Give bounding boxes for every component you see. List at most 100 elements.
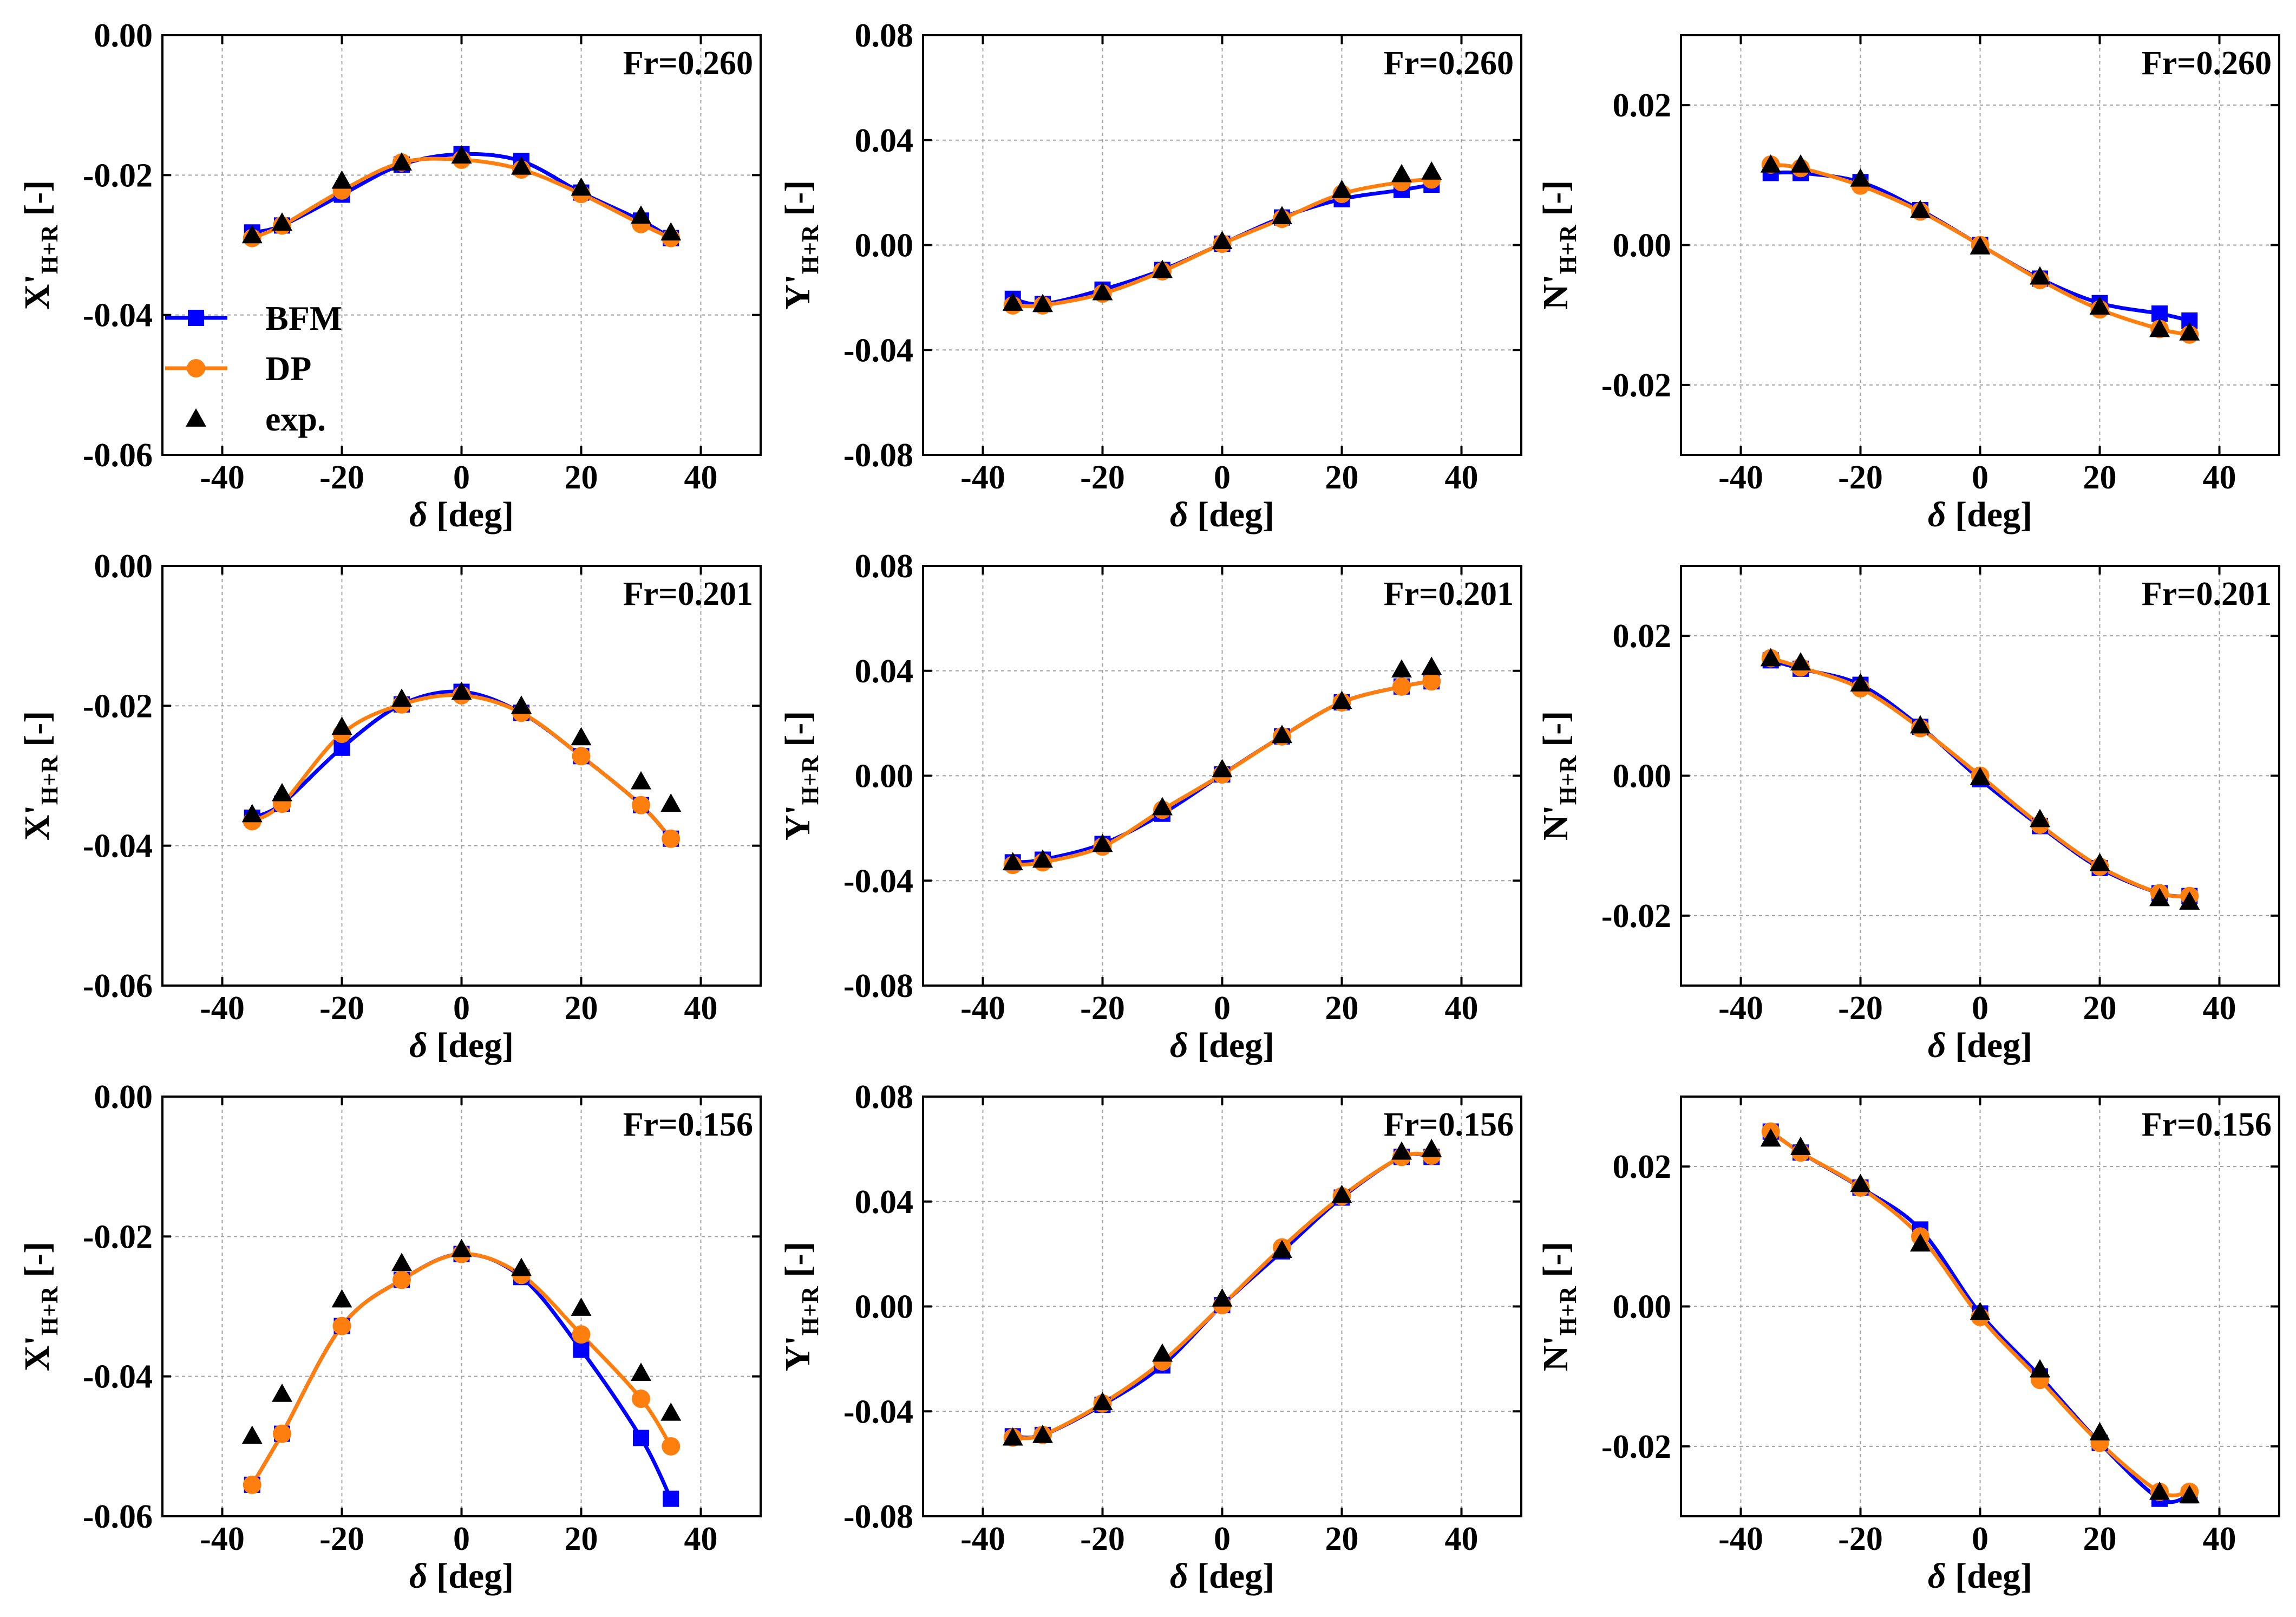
x-tick-label: 40 — [684, 990, 718, 1027]
point-exp — [1002, 292, 1023, 311]
x-tick-label: -40 — [960, 1521, 1005, 1557]
x-tick-label: 20 — [1325, 990, 1359, 1027]
point-exp — [391, 688, 412, 707]
y-axis-unit: [-] — [17, 180, 57, 225]
x-tick-label: 0 — [1214, 1521, 1231, 1557]
point-dp — [662, 1437, 681, 1456]
y-tick-label: 0.00 — [1613, 1289, 1672, 1326]
point-exp — [2089, 296, 2110, 315]
x-tick-label: 40 — [2203, 1521, 2236, 1557]
x-axis-unit: [deg] — [428, 1026, 514, 1065]
point-exp — [1032, 1424, 1053, 1443]
x-axis-symbol: δ — [1170, 1556, 1188, 1596]
y-tick-label: -0.02 — [1601, 1429, 1671, 1465]
point-exp — [1152, 797, 1173, 816]
legend-marker-triangle — [186, 408, 206, 427]
y-tick-label: 0.08 — [855, 1079, 914, 1116]
series-markers-exp — [241, 681, 682, 823]
x-axis-unit: [deg] — [1188, 1026, 1274, 1065]
legend-item-exp: exp. — [186, 400, 326, 438]
x-axis-symbol: δ — [1928, 495, 1946, 534]
x-axis-unit: [deg] — [1946, 495, 2032, 534]
point-exp — [331, 170, 352, 189]
point-exp — [2179, 891, 2200, 910]
y-tick-label: -0.04 — [843, 863, 913, 899]
y-axis-label: Y'H+R [-] — [778, 180, 823, 310]
point-dp — [243, 1475, 261, 1494]
x-axis-unit: [deg] — [1188, 1556, 1274, 1596]
point-exp — [272, 212, 292, 231]
point-exp — [272, 783, 292, 801]
series-markers-exp — [241, 1238, 682, 1444]
x-tick-label: -40 — [200, 1521, 245, 1557]
point-exp — [1910, 715, 1931, 734]
point-exp — [1790, 652, 1811, 671]
legend-label: exp. — [265, 400, 326, 438]
point-exp — [331, 1289, 352, 1308]
point-exp — [631, 1362, 651, 1381]
fr-label: Fr=0.201 — [623, 576, 753, 612]
point-bfm — [663, 1490, 679, 1507]
x-tick-label: -40 — [960, 990, 1005, 1027]
y-tick-label: -0.04 — [843, 332, 913, 369]
x-tick-label: -20 — [1080, 1521, 1125, 1557]
y-tick-label: 0.00 — [1613, 227, 1672, 264]
legend-item-dp: DP — [165, 349, 311, 388]
point-dp — [1392, 677, 1411, 696]
y-tick-label: 0.04 — [855, 1184, 914, 1221]
y-axis-unit: [-] — [1536, 180, 1575, 225]
y-axis-base: X' — [17, 805, 57, 840]
point-exp — [660, 793, 682, 812]
x-axis-unit: [deg] — [1946, 1556, 2032, 1596]
x-tick-label: 40 — [1445, 990, 1479, 1027]
series-markers-exp — [1760, 1128, 2200, 1504]
point-exp — [1002, 1427, 1023, 1446]
y-tick-label: 0.00 — [855, 758, 914, 795]
point-exp — [571, 727, 592, 746]
y-axis-base: X' — [17, 1335, 57, 1371]
x-axis-symbol: δ — [409, 495, 428, 534]
y-axis-subscript: H+R — [1555, 755, 1581, 805]
y-tick-label: 0.00 — [94, 17, 153, 54]
y-axis-label: X'H+R [-] — [17, 711, 63, 841]
x-axis-symbol: δ — [1928, 1556, 1946, 1596]
y-tick-label: -0.08 — [843, 437, 913, 474]
y-axis-subscript: H+R — [1555, 224, 1581, 274]
x-tick-label: -40 — [1718, 1521, 1763, 1557]
y-axis-base: N' — [1536, 805, 1575, 840]
chart-panel-y-fr0201: -40 -20 0 20 40 -0.08 -0.04 0.00 0.04 0.08 Fr=0.20… — [778, 548, 1522, 1065]
x-tick-label: 20 — [1325, 1521, 1359, 1557]
x-axis-label: δ [deg] — [1928, 495, 2032, 534]
legend: BFM DP exp. — [165, 299, 342, 438]
point-bfm — [573, 1341, 590, 1358]
x-tick-label: -40 — [960, 459, 1005, 496]
point-exp — [2089, 852, 2110, 871]
x-tick-label: 40 — [684, 459, 718, 496]
point-exp — [391, 1253, 412, 1272]
x-tick-label: 0 — [453, 459, 470, 496]
y-axis-subscript: H+R — [797, 224, 823, 274]
point-dp — [393, 1270, 411, 1289]
point-exp — [1760, 154, 1781, 173]
fr-label: Fr=0.260 — [623, 45, 753, 82]
y-axis-unit: [-] — [778, 711, 817, 755]
series-markers-exp — [1760, 648, 2200, 910]
grid — [162, 565, 761, 986]
y-axis-unit: [-] — [17, 711, 57, 755]
y-axis-base: Y' — [778, 805, 817, 840]
x-tick-label: 0 — [1972, 990, 1988, 1027]
point-exp — [660, 1402, 682, 1421]
x-tick-label: 0 — [453, 1521, 470, 1557]
point-exp — [1850, 673, 1871, 692]
x-axis-label: δ [deg] — [409, 495, 514, 534]
point-exp — [1790, 154, 1811, 173]
y-axis-base: N' — [1536, 1335, 1575, 1371]
point-exp — [1002, 852, 1023, 871]
y-axis-base: N' — [1536, 274, 1575, 310]
point-exp — [631, 771, 651, 790]
x-axis-label: δ [deg] — [1170, 495, 1274, 534]
y-tick-label: -0.04 — [83, 297, 153, 334]
point-exp — [2149, 318, 2170, 337]
x-tick-label: 40 — [1445, 1521, 1479, 1557]
y-axis-unit: [-] — [17, 1242, 57, 1286]
